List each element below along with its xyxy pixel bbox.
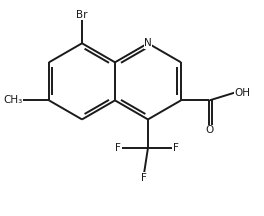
Text: CH₃: CH₃ xyxy=(3,95,22,105)
Text: OH: OH xyxy=(234,88,250,98)
Text: O: O xyxy=(205,125,214,135)
Text: N: N xyxy=(144,38,152,48)
Text: F: F xyxy=(173,143,178,153)
Text: F: F xyxy=(115,143,121,153)
Text: F: F xyxy=(141,173,147,183)
Text: Br: Br xyxy=(76,10,88,20)
